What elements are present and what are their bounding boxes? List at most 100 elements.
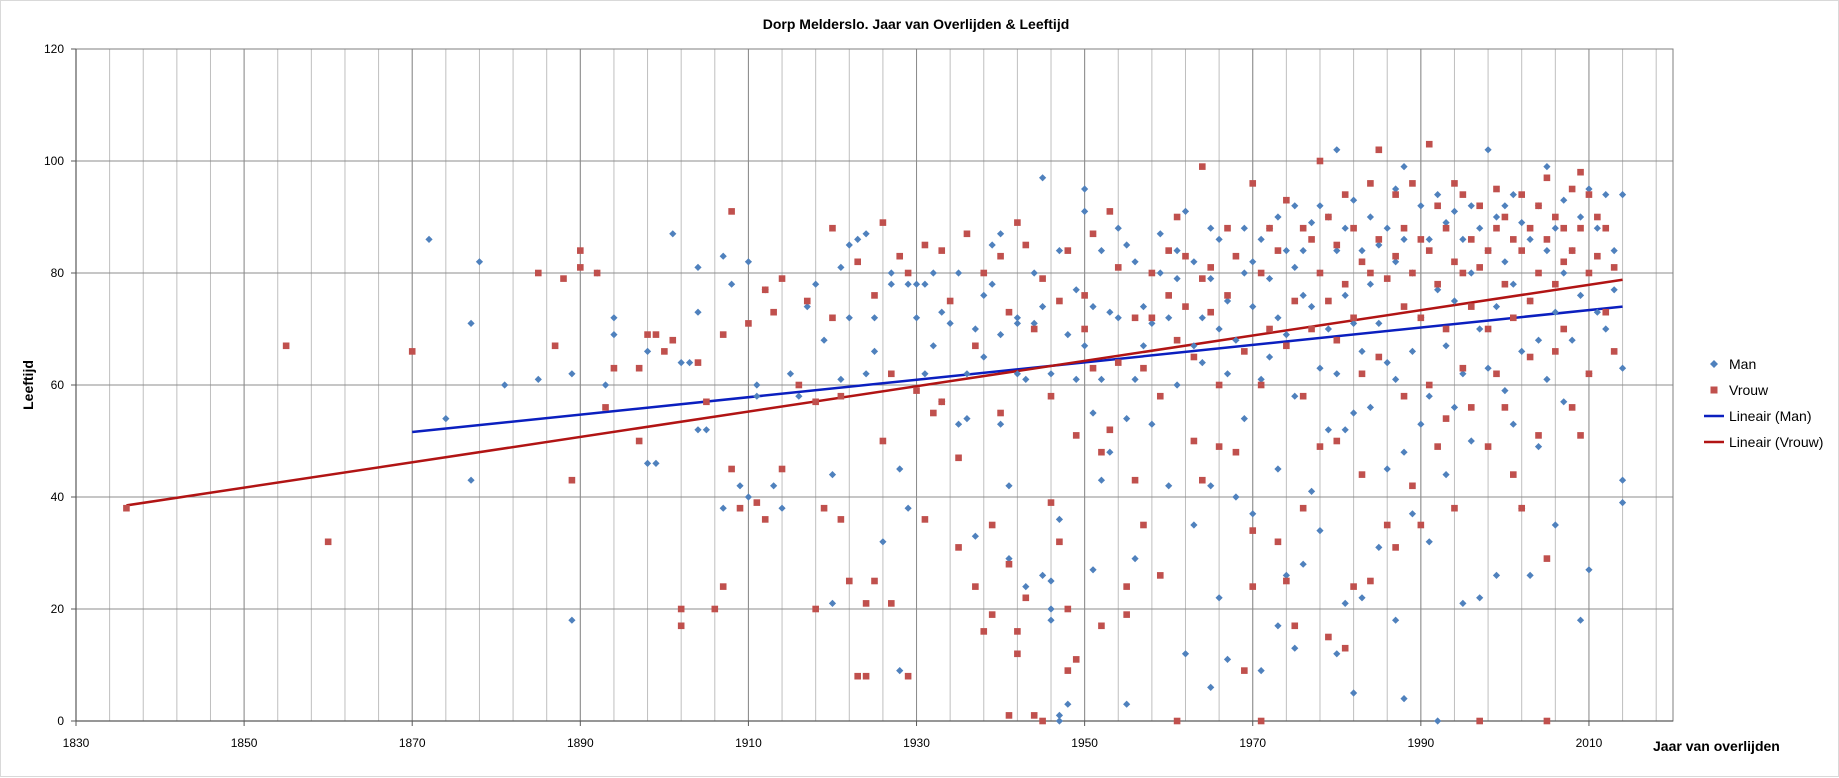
data-point-vrouw (1257, 381, 1265, 389)
data-point-man (1039, 303, 1047, 311)
data-point-man (1509, 420, 1517, 428)
data-point-vrouw (871, 577, 878, 585)
data-point-man (1350, 409, 1358, 417)
data-point-man (1223, 370, 1232, 378)
data-point-man (1148, 420, 1156, 428)
data-point-vrouw (871, 292, 878, 299)
data-point-man (1240, 224, 1248, 232)
data-point-vrouw (921, 241, 929, 249)
data-point-vrouw (938, 398, 946, 406)
data-point-vrouw (719, 331, 727, 338)
data-point-vrouw (879, 219, 887, 226)
data-point-vrouw (1510, 236, 1517, 243)
data-point-man (685, 359, 694, 367)
data-point-man (1518, 219, 1526, 227)
data-point-vrouw (1350, 314, 1357, 322)
data-point-vrouw (1308, 325, 1315, 333)
data-point-man (1350, 196, 1358, 204)
data-point-man (1375, 319, 1383, 327)
data-point-man (1005, 555, 1013, 563)
data-point-vrouw (1568, 247, 1576, 254)
data-point-vrouw (1283, 577, 1290, 585)
data-point-vrouw (1047, 392, 1055, 400)
data-point-man (980, 353, 988, 361)
data-point-man (1543, 375, 1551, 383)
data-point-man (1450, 207, 1459, 215)
data-point-vrouw (1526, 297, 1534, 305)
data-point-vrouw (1375, 146, 1383, 154)
data-point-vrouw (1518, 191, 1526, 198)
data-point-man (1476, 325, 1484, 333)
data-point-man (971, 325, 979, 333)
data-point-vrouw (1325, 633, 1332, 641)
data-point-man (1055, 247, 1064, 255)
data-point-vrouw (1333, 241, 1341, 249)
data-point-man (912, 280, 921, 288)
data-point-vrouw (988, 521, 996, 529)
data-point-man (1333, 146, 1341, 154)
data-point-vrouw (1249, 180, 1257, 187)
data-point-vrouw (955, 454, 962, 462)
data-point-man (1576, 616, 1585, 624)
series-vrouw (123, 140, 1618, 725)
x-axis-title: Jaar van overlijden (1653, 738, 1780, 754)
data-point-vrouw (1425, 140, 1433, 148)
data-point-vrouw (1459, 269, 1467, 277)
data-point-man (1593, 224, 1601, 232)
data-point-vrouw (1526, 353, 1534, 361)
data-point-man (1450, 297, 1459, 305)
data-point-vrouw (963, 230, 971, 238)
data-point-man (1526, 571, 1534, 579)
data-point-vrouw (694, 359, 702, 366)
data-point-man (1316, 527, 1324, 535)
data-point-man (1106, 308, 1114, 316)
data-point-man (1299, 247, 1307, 255)
data-point-man (1299, 560, 1307, 568)
data-point-man (912, 314, 921, 322)
data-point-vrouw (1467, 404, 1475, 411)
data-point-vrouw (1123, 611, 1130, 618)
data-point-man (1484, 364, 1492, 372)
data-point-man (1291, 392, 1299, 400)
data-point-vrouw (593, 269, 601, 277)
data-point-vrouw (1333, 437, 1341, 445)
legend-item: Lineair (Man) (1704, 408, 1811, 424)
data-point-man (442, 415, 450, 423)
data-point-vrouw (1056, 538, 1063, 546)
data-point-vrouw (745, 320, 752, 327)
data-point-man (1610, 286, 1618, 294)
data-point-vrouw (1442, 415, 1450, 422)
data-point-vrouw (1199, 163, 1206, 170)
data-point-vrouw (1409, 269, 1416, 277)
data-point-vrouw (1114, 264, 1122, 271)
data-point-man (1307, 219, 1316, 227)
x-tick-labels: 1830 1850 1870 1890 1910 1930 1950 1970 1990 2010 (63, 736, 1603, 750)
data-point-vrouw (1064, 605, 1072, 613)
data-point-vrouw (644, 331, 651, 338)
data-point-man (1165, 314, 1173, 322)
data-point-vrouw (1442, 224, 1450, 232)
data-point-man (1585, 185, 1593, 193)
y-tick-label: 20 (51, 602, 65, 616)
data-point-man (870, 347, 879, 355)
data-point-vrouw (761, 516, 769, 523)
data-point-man (1543, 163, 1551, 171)
data-point-vrouw (1140, 364, 1147, 372)
data-point-man (1417, 202, 1425, 210)
data-point-vrouw (1501, 280, 1509, 288)
data-point-vrouw (1014, 650, 1021, 658)
data-point-man (1408, 510, 1417, 518)
data-point-vrouw (1173, 213, 1181, 221)
data-point-vrouw (1451, 180, 1458, 187)
data-point-man (425, 235, 433, 243)
data-point-vrouw (1156, 572, 1164, 579)
data-point-vrouw (1442, 325, 1450, 333)
data-point-man (1232, 493, 1240, 501)
data-point-vrouw (1325, 297, 1332, 305)
data-point-man (896, 667, 904, 675)
data-point-man (1602, 325, 1610, 333)
data-points (123, 140, 1627, 725)
data-point-vrouw (669, 336, 677, 344)
data-point-man (963, 370, 971, 378)
data-point-vrouw (1409, 482, 1416, 490)
